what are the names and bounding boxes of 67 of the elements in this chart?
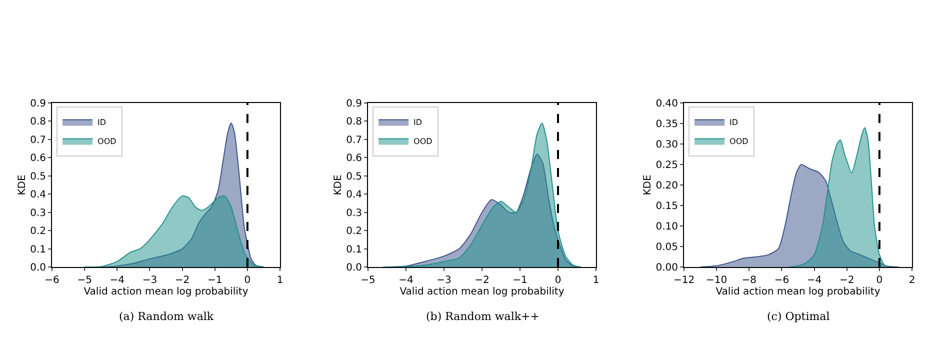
y-tick-label: 0.7 [30,134,46,146]
legend-label: ID [414,118,422,127]
x-tick-label: −6 [44,275,60,286]
y-axis-title: KDE [333,174,344,196]
y-tick-label: 0.6 [346,153,362,164]
x-tick-label: 1 [276,275,284,286]
x-tick-label: 0 [244,275,251,286]
x-tick-label: −3 [436,275,452,286]
legend-label: OOD [98,136,116,146]
y-tick-label: 0.9 [346,98,362,110]
y-tick-label: 0.3 [30,208,46,219]
x-tick-label: −2 [839,275,854,286]
x-tick-label: −10 [706,275,728,286]
x-tick-label: 0 [554,275,562,286]
legend-label: ID [98,118,106,127]
y-tick-label: 0.40 [656,98,678,110]
text: (b) Random walk++ [426,310,540,323]
y-tick-label: 0.5 [346,171,362,182]
x-tick-label: −1 [207,275,222,286]
y-tick-label: 0.0 [30,262,46,274]
y-tick-label: 0.15 [656,201,678,212]
x-tick-label: 0 [876,275,883,286]
y-tick-label: 0.25 [656,160,678,171]
y-tick-label: 0.1 [346,244,362,256]
y-tick-label: 0.2 [346,226,362,238]
x-tick-label: −3 [142,275,158,286]
y-tick-label: 0.4 [346,190,362,201]
x-tick-label: −8 [742,275,757,286]
y-tick-label: 0.05 [656,242,678,253]
y-tick-label: 0.10 [656,222,678,232]
y-tick-label: 0.8 [346,116,362,128]
x-tick-label: −5 [77,275,92,286]
y-tick-label: 0.0 [346,262,362,274]
legend-label: OOD [730,136,748,146]
y-tick-label: 0.6 [30,153,46,164]
x-tick-label: −1 [512,275,528,286]
y-tick-label: 0.30 [656,140,678,150]
x-tick-label: −6 [774,275,790,286]
y-axis-title: KDE [17,174,28,196]
x-tick-label: 1 [592,275,600,286]
y-tick-label: 0.5 [30,171,46,182]
y-tick-label: 0.35 [656,119,678,130]
y-axis-title: KDE [642,174,654,196]
text: (c) Optimal [767,310,830,323]
y-tick-label: 0.2 [30,226,46,238]
y-tick-label: 0.7 [346,134,362,146]
y-tick-label: 0.8 [30,116,46,128]
x-tick-label: −4 [110,275,125,286]
x-axis-title: Valid action mean log probability [716,286,880,298]
x-axis-title: Valid action mean log probability [84,286,248,298]
y-tick-label: 0.00 [656,262,678,274]
y-tick-label: 0.4 [30,190,46,201]
y-tick-label: 0.1 [30,244,46,256]
legend-label: ID [730,118,738,127]
x-tick-label: −2 [174,275,190,286]
x-axis-title: Valid action mean log probability [400,286,564,298]
y-tick-label: 0.9 [30,98,46,110]
x-tick-label: −12 [673,275,695,286]
x-tick-label: 2 [908,275,916,286]
x-tick-label: −5 [360,275,376,286]
y-tick-label: 0.20 [656,180,678,192]
legend-label: OOD [414,136,432,146]
y-tick-label: 0.3 [346,208,362,219]
x-tick-label: −2 [474,275,490,286]
x-tick-label: −4 [806,275,822,286]
x-tick-label: −4 [398,275,414,286]
text: (a) Random walk [119,310,214,323]
